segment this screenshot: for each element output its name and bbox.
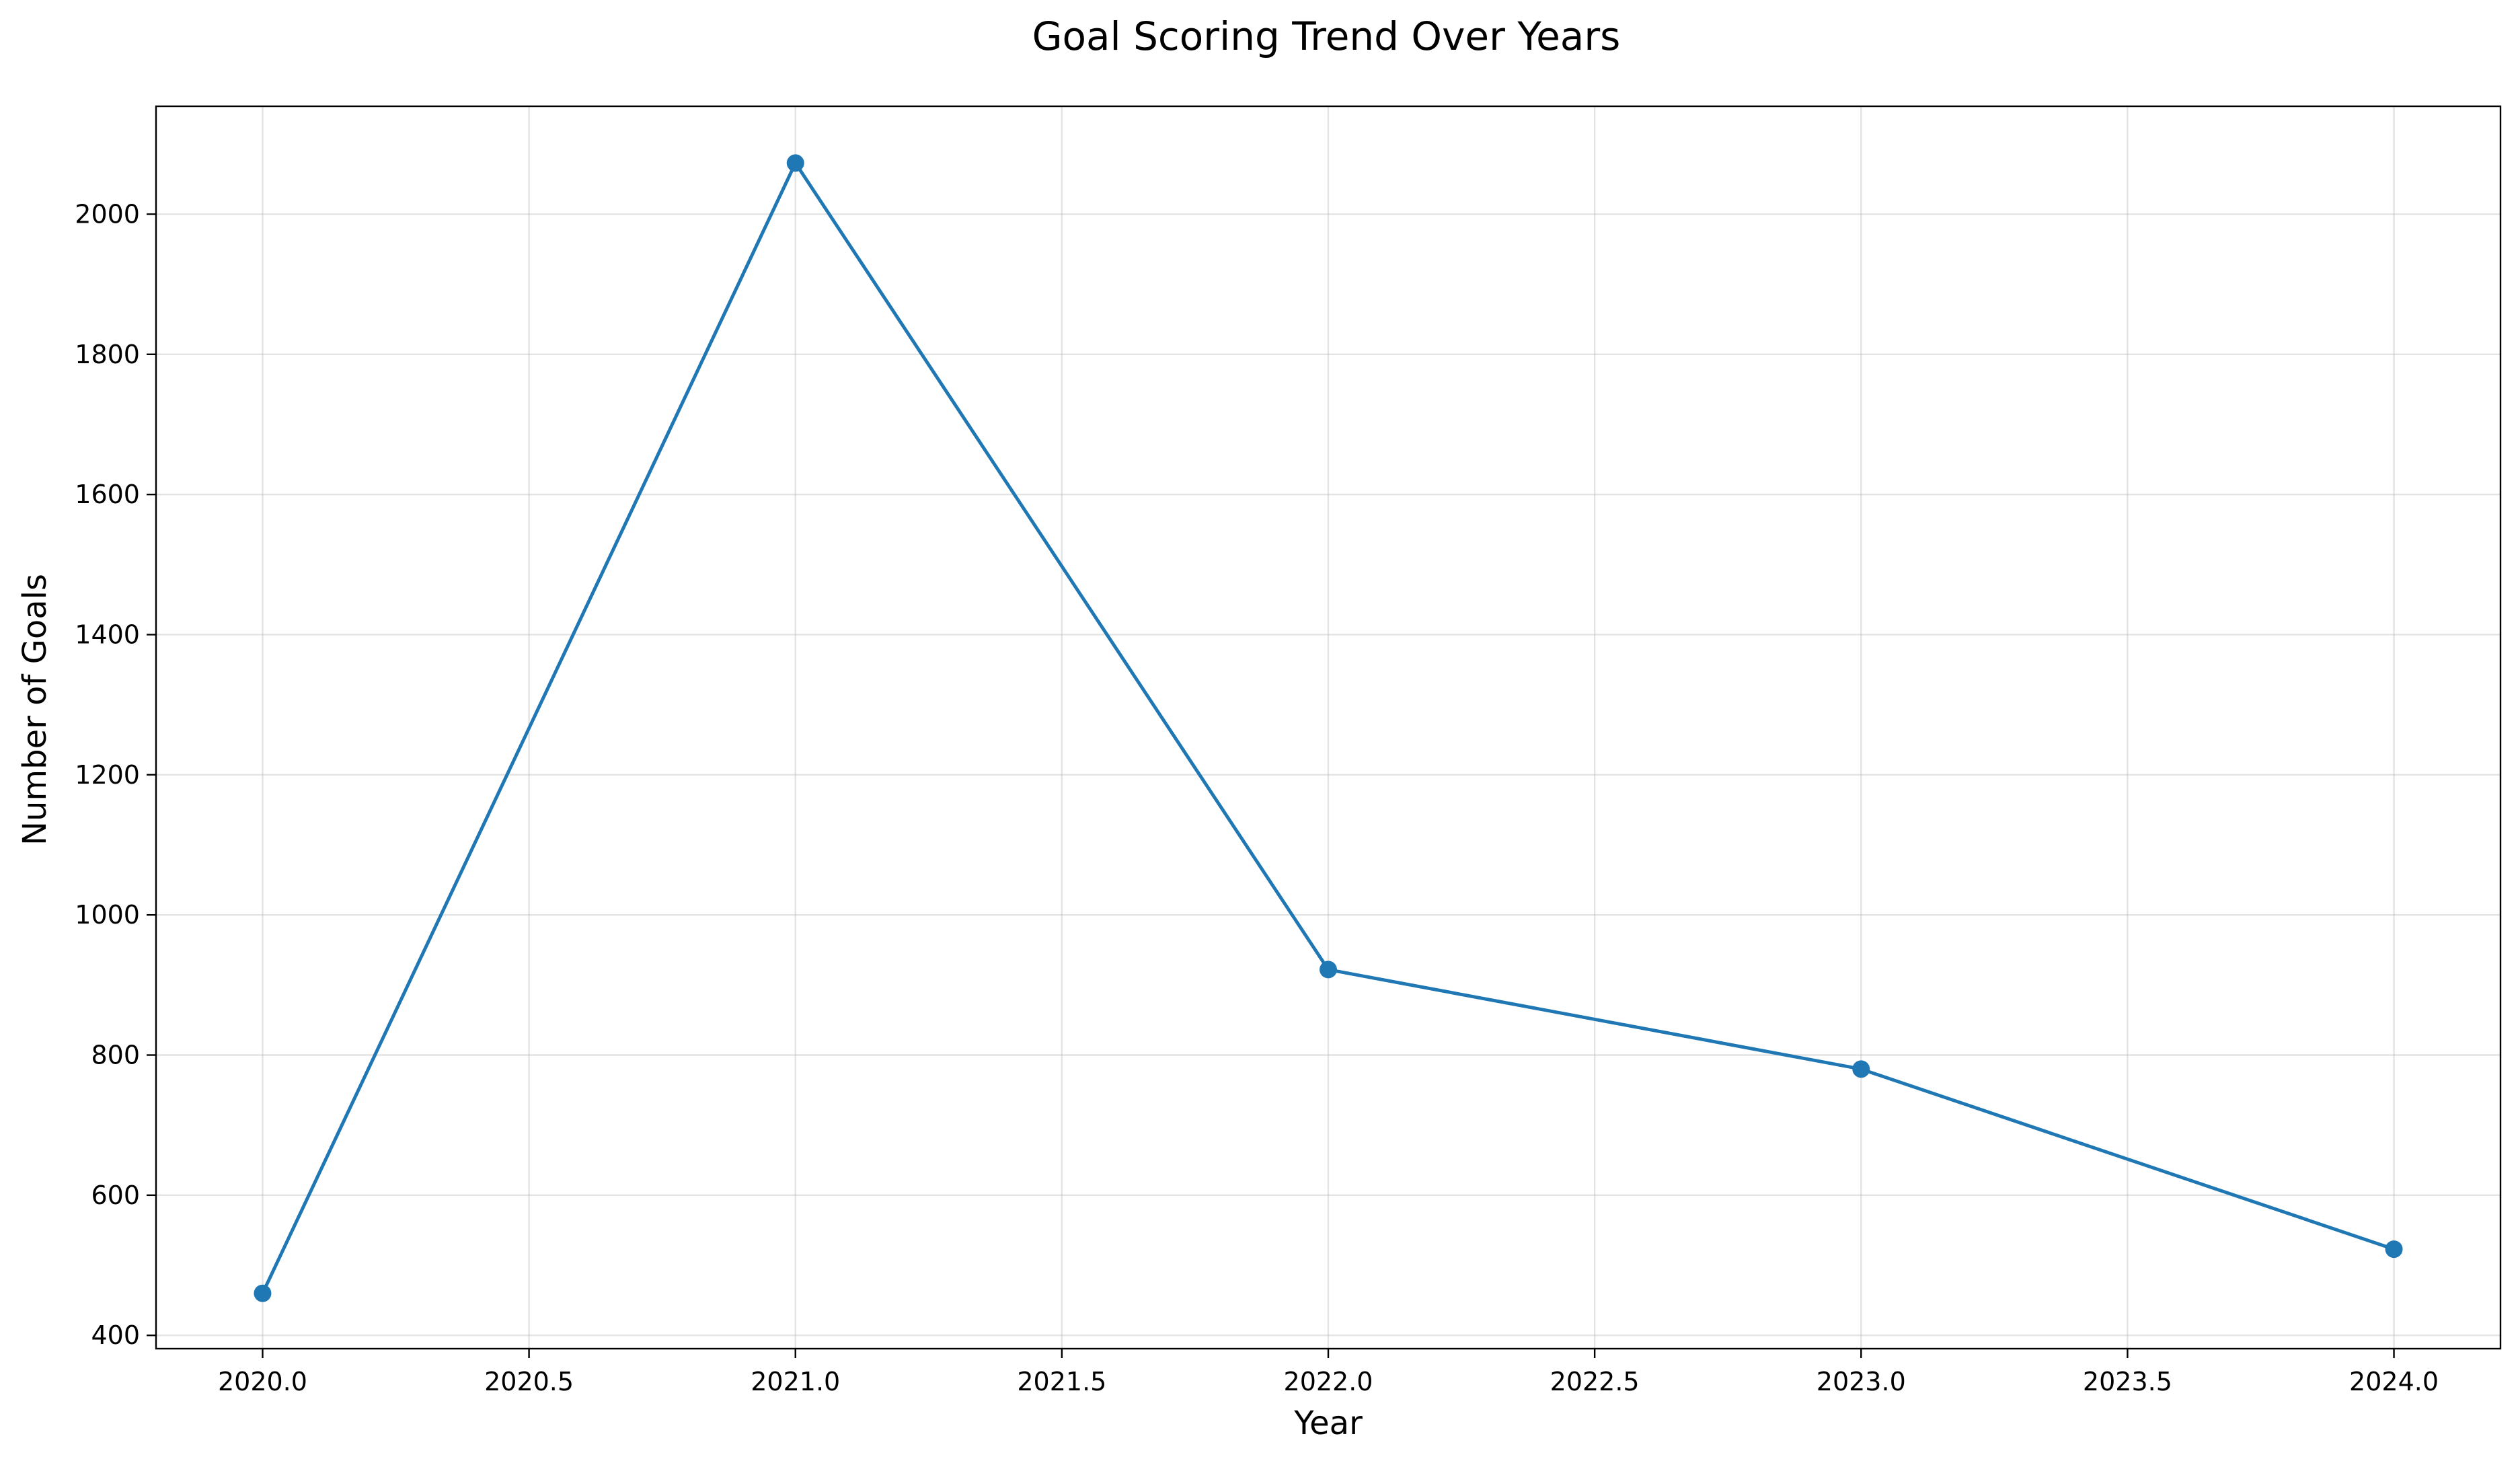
- y-tick-label: 400: [91, 1320, 140, 1350]
- y-tick-label: 1400: [75, 620, 140, 649]
- y-tick-label: 1200: [75, 760, 140, 790]
- y-tick-label: 1000: [75, 900, 140, 930]
- x-tick-label: 2020.0: [218, 1367, 307, 1396]
- grid-lines: [156, 106, 2500, 1349]
- y-tick-label: 1800: [75, 340, 140, 369]
- x-tick-label: 2024.0: [2349, 1367, 2439, 1396]
- x-tick-label: 2021.5: [1017, 1367, 1106, 1396]
- x-tick-label: 2022.0: [1284, 1367, 1373, 1396]
- tick-marks: [147, 213, 2395, 1358]
- x-tick-labels: 2020.0 2020.5 2021.0 2021.5 2022.0 2022.5 2023…: [218, 1367, 2439, 1396]
- x-tick-label: 2023.0: [1817, 1367, 1906, 1396]
- x-tick-label: 2022.5: [1550, 1367, 1640, 1396]
- y-tick-label: 800: [91, 1041, 140, 1070]
- x-axis-label: Year: [1293, 1404, 1363, 1442]
- chart-title: Goal Scoring Trend Over Years: [1032, 13, 1621, 59]
- y-tick-labels: 400 600 800 1000 1200 1400 1600 1800 2000: [75, 199, 140, 1350]
- x-tick-label: 2021.0: [751, 1367, 840, 1396]
- y-tick-label: 2000: [75, 199, 140, 229]
- x-tick-label: 2023.5: [2083, 1367, 2172, 1396]
- data-point: [786, 154, 804, 172]
- y-axis-label: Number of Goals: [16, 574, 54, 846]
- x-tick-label: 2020.5: [484, 1367, 574, 1396]
- data-point: [2385, 1240, 2403, 1259]
- y-tick-label: 600: [91, 1181, 140, 1210]
- y-tick-label: 1600: [75, 480, 140, 509]
- data-point: [1852, 1060, 1870, 1078]
- series-layer: [254, 154, 2403, 1302]
- data-point: [1320, 961, 1337, 979]
- data-point: [254, 1284, 272, 1302]
